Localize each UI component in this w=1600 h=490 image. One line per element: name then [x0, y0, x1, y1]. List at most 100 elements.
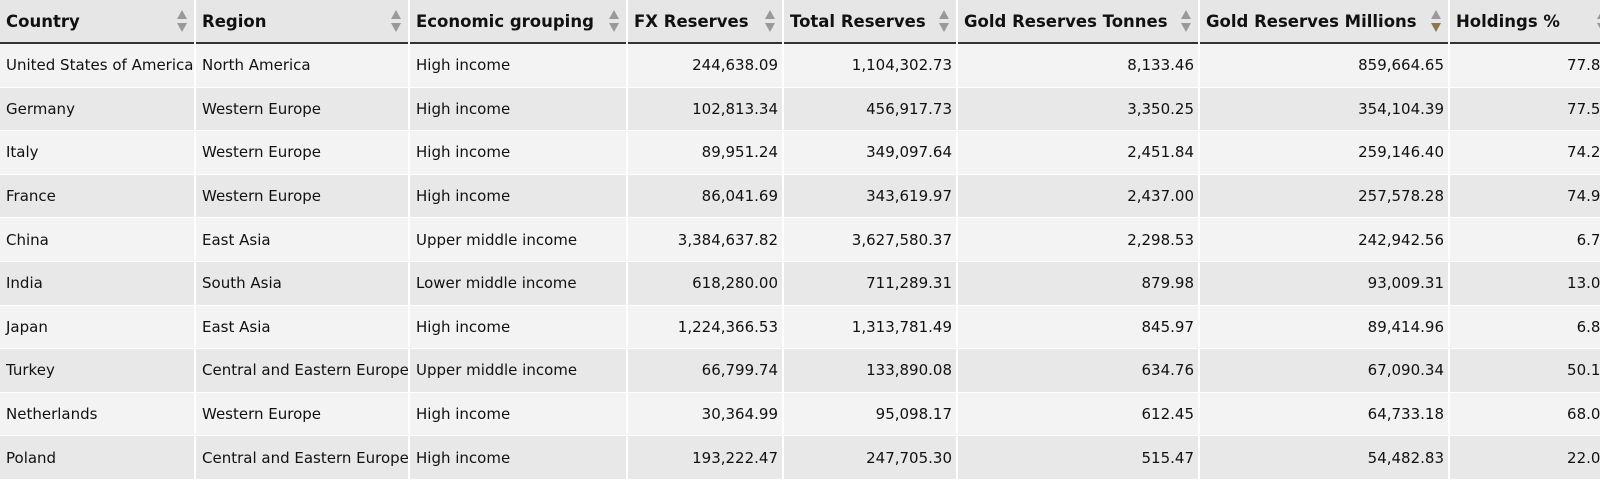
- table-cell: 50.11: [1450, 349, 1600, 393]
- table-cell: 86,041.69: [628, 174, 782, 219]
- table-cell: Poland: [0, 436, 194, 480]
- sort-down: [765, 23, 775, 32]
- sort-icon[interactable]: [1596, 8, 1600, 34]
- table-cell: United States of America: [0, 44, 194, 88]
- column-header[interactable]: FX Reserves: [628, 0, 782, 44]
- table-cell: 2,437.00: [958, 174, 1198, 219]
- table-cell: 3,627,580.37: [784, 218, 956, 262]
- column-header-label: Holdings %: [1456, 11, 1560, 31]
- table-cell: South Asia: [196, 261, 408, 306]
- column-header[interactable]: Region: [196, 0, 408, 44]
- table-cell: 349,097.64: [784, 131, 956, 175]
- table-cell: 93,009.31: [1200, 261, 1448, 306]
- sort-down: [939, 23, 949, 32]
- column-header-label: Total Reserves: [790, 11, 926, 31]
- table-cell: 74.96: [1450, 174, 1600, 219]
- table-cell: India: [0, 261, 194, 306]
- table-cell: 247,705.30: [784, 436, 956, 480]
- table-cell: 30,364.99: [628, 392, 782, 437]
- table-cell: 64,733.18: [1200, 392, 1448, 437]
- table-row: United States of America North America Hig…: [0, 44, 1600, 88]
- table-cell: North America: [196, 44, 408, 88]
- sort-up: [765, 10, 775, 19]
- column-header[interactable]: Holdings %: [1450, 0, 1600, 44]
- table-row: France Western Europe High income 86,041.69…: [0, 174, 1600, 219]
- table-cell: 77.85: [1450, 44, 1600, 88]
- column-header[interactable]: Gold Reserves Millions: [1200, 0, 1448, 44]
- table-cell: 13.08: [1450, 261, 1600, 306]
- table-cell: Western Europe: [196, 87, 408, 132]
- column-header-label: FX Reserves: [634, 11, 749, 31]
- sort-down: [177, 23, 187, 32]
- table-cell: 102,813.34: [628, 87, 782, 132]
- table-cell: 74.23: [1450, 131, 1600, 175]
- table-cell: 859,664.65: [1200, 44, 1448, 88]
- table-cell: 1,104,302.73: [784, 44, 956, 88]
- table-cell: Japan: [0, 305, 194, 350]
- table-header: Country Region Economic grouping FX Reserve…: [0, 0, 1600, 44]
- table-body: United States of America North America Hig…: [0, 44, 1600, 480]
- table-row: Turkey Central and Eastern Europe Upper mi…: [0, 349, 1600, 393]
- table-cell: High income: [410, 44, 626, 88]
- table-cell: 133,890.08: [784, 349, 956, 393]
- table-cell: 22.00: [1450, 436, 1600, 480]
- table-cell: 68.07: [1450, 392, 1600, 437]
- table-cell: East Asia: [196, 305, 408, 350]
- sort-icon[interactable]: [608, 8, 620, 34]
- table-cell: 95,098.17: [784, 392, 956, 437]
- table-cell: 6.70: [1450, 218, 1600, 262]
- header-row: Country Region Economic grouping FX Reserve…: [0, 0, 1600, 44]
- table-cell: 3,350.25: [958, 87, 1198, 132]
- table-cell: 67,090.34: [1200, 349, 1448, 393]
- sort-up: [391, 10, 401, 19]
- data-table: Country Region Economic grouping FX Reserve…: [0, 0, 1600, 480]
- table-row: Poland Central and Eastern Europe High inc…: [0, 436, 1600, 480]
- sort-up: [177, 10, 187, 19]
- sort-icon[interactable]: [938, 8, 950, 34]
- sort-icon[interactable]: [1180, 8, 1192, 34]
- table-cell: 634.76: [958, 349, 1198, 393]
- table-cell: 89,951.24: [628, 131, 782, 175]
- sort-icon[interactable]: [764, 8, 776, 34]
- sort-icon[interactable]: [1430, 8, 1442, 34]
- table-cell: 1,313,781.49: [784, 305, 956, 350]
- sort-icon[interactable]: [176, 8, 188, 34]
- sort-icon[interactable]: [390, 8, 402, 34]
- table-cell: 515.47: [958, 436, 1198, 480]
- sort-down: [609, 23, 619, 32]
- sort-up: [1181, 10, 1191, 19]
- sort-up: [939, 10, 949, 19]
- table-row: Japan East Asia High income 1,224,366.53 1,3…: [0, 305, 1600, 350]
- table-cell: 1,224,366.53: [628, 305, 782, 350]
- column-header[interactable]: Gold Reserves Tonnes: [958, 0, 1198, 44]
- table-cell: 77.50: [1450, 87, 1600, 132]
- table-cell: East Asia: [196, 218, 408, 262]
- table-cell: High income: [410, 305, 626, 350]
- column-header-label: Economic grouping: [416, 11, 594, 31]
- table-cell: High income: [410, 131, 626, 175]
- table-cell: 612.45: [958, 392, 1198, 437]
- table-cell: Western Europe: [196, 174, 408, 219]
- table-cell: 845.97: [958, 305, 1198, 350]
- table-cell: 193,222.47: [628, 436, 782, 480]
- table-cell: High income: [410, 87, 626, 132]
- column-header[interactable]: Country: [0, 0, 194, 44]
- column-header[interactable]: Total Reserves: [784, 0, 956, 44]
- table-cell: Germany: [0, 87, 194, 132]
- table-cell: Turkey: [0, 349, 194, 393]
- table-cell: 3,384,637.82: [628, 218, 782, 262]
- column-header[interactable]: Economic grouping: [410, 0, 626, 44]
- column-header-label: Region: [202, 11, 267, 31]
- table-cell: 259,146.40: [1200, 131, 1448, 175]
- table-cell: 354,104.39: [1200, 87, 1448, 132]
- table-cell: 8,133.46: [958, 44, 1198, 88]
- table-cell: France: [0, 174, 194, 219]
- table-cell: China: [0, 218, 194, 262]
- sort-down: [1181, 23, 1191, 32]
- table-row: India South Asia Lower middle income 618,28…: [0, 261, 1600, 306]
- table-cell: Western Europe: [196, 131, 408, 175]
- table-cell: 456,917.73: [784, 87, 956, 132]
- table-cell: Netherlands: [0, 392, 194, 437]
- table-cell: 343,619.97: [784, 174, 956, 219]
